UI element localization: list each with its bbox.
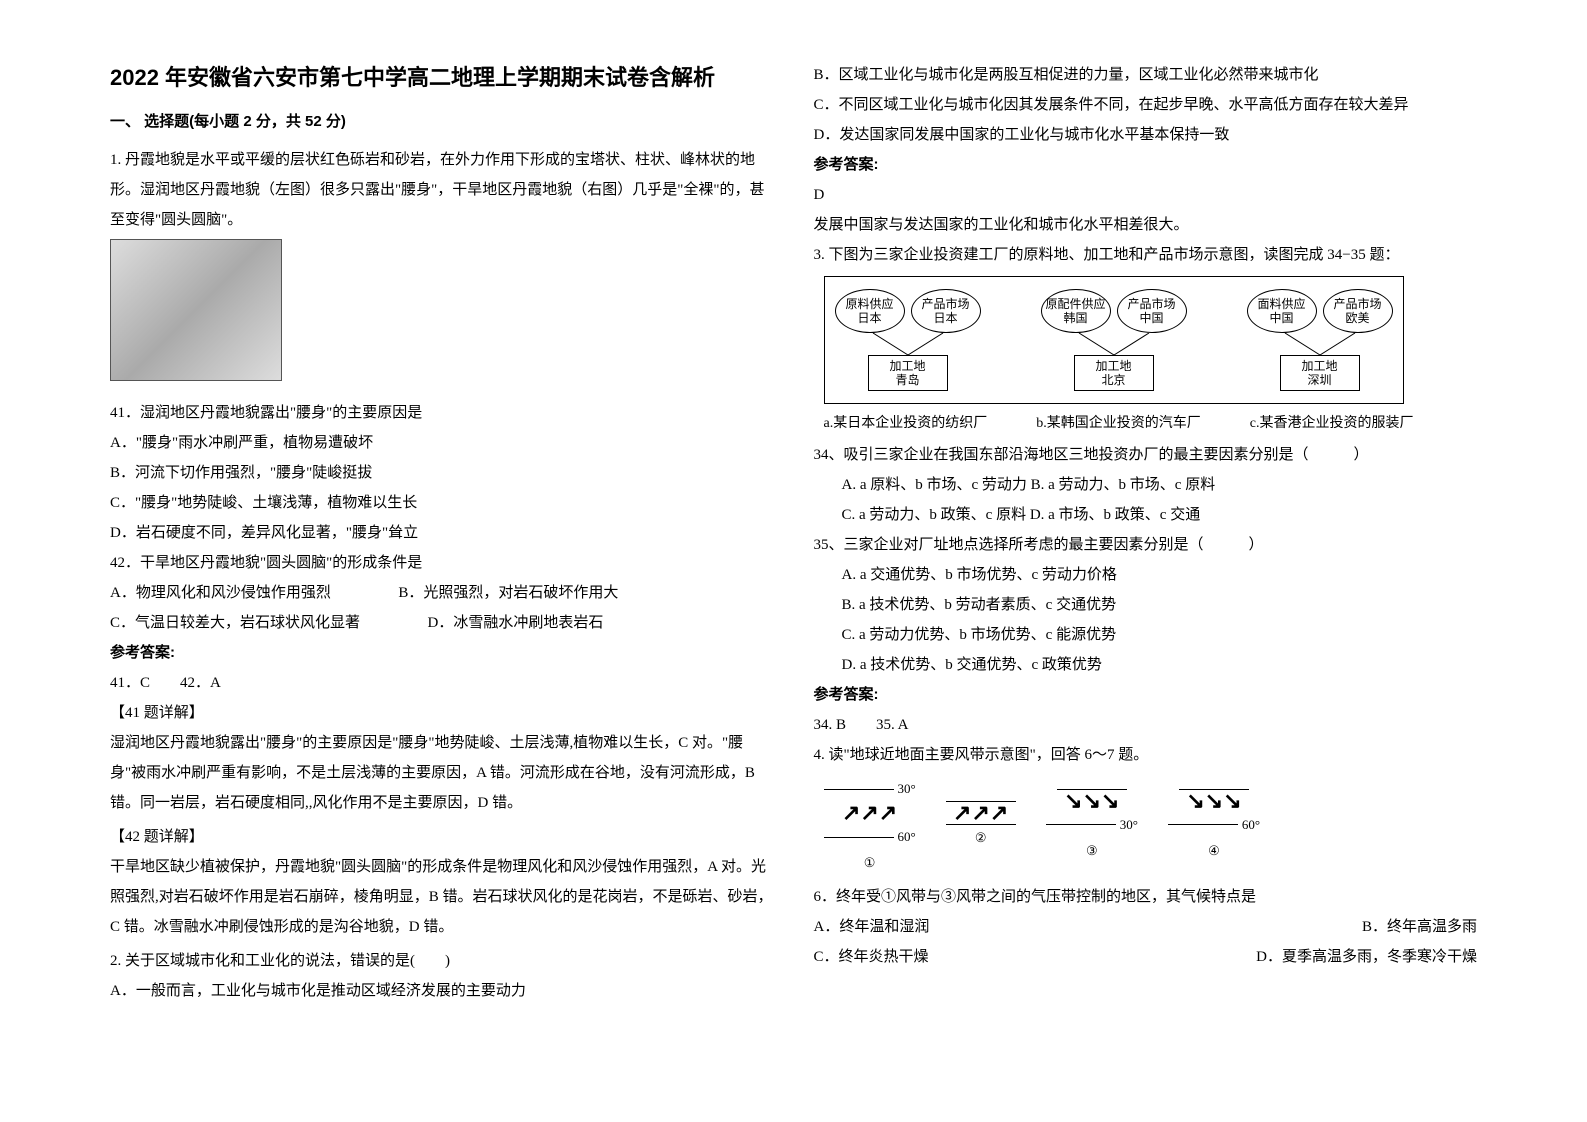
diagram-col-a: 原料供应日本 产品市场日本 加工地青岛 (835, 289, 981, 391)
q6-row2: C．终年炎热干燥 D．夏季高温多雨，冬季寒冷干燥 (814, 942, 1478, 972)
a-oval1: 原料供应日本 (835, 289, 905, 333)
q1-41-optB: B．河流下切作用强烈，"腰身"陡峻挺拔 (110, 458, 774, 488)
cap-c: c.某香港企业投资的服装厂 (1250, 410, 1414, 438)
q2-stem: 2. 关于区域城市化和工业化的说法，错误的是( ) (110, 946, 774, 976)
wind-cell-4: ↘↘↘ 60° ④ (1168, 789, 1260, 864)
q1-42-row2: C．气温日较差大，岩石球状风化显著 D．冰雪融水冲刷地表岩石 (110, 608, 774, 638)
connector-a (838, 333, 978, 355)
q1-image (110, 239, 774, 392)
exp42-head: 【42 题详解】 (110, 822, 774, 852)
q3-captions: a.某日本企业投资的纺织厂 b.某韩国企业投资的汽车厂 c.某香港企业投资的服装… (824, 410, 1414, 438)
q2-optB: B．区域工业化与城市化是两股互相促进的力量，区域工业化必然带来城市化 (814, 60, 1478, 90)
cap-b: b.某韩国企业投资的汽车厂 (1036, 410, 1201, 438)
exp42-text: 干旱地区缺少植被保护，丹霞地貌"圆头圆脑"的形成条件是物理风化和风沙侵蚀作用强烈… (110, 852, 774, 942)
exp41-head: 【41 题详解】 (110, 698, 774, 728)
q2-optC: C．不同区域工业化与城市化因其发展条件不同，在起步早晚、水平高低方面存在较大差异 (814, 90, 1478, 120)
b-oval1: 原配件供应韩国 (1041, 289, 1111, 333)
q1-answer-label: 参考答案: (110, 638, 774, 668)
q34-stem: 34、吸引三家企业在我国东部沿海地区三地投资办厂的最主要因素分别是（ ） (814, 440, 1478, 470)
q4-stem: 4. 读"地球近地面主要风带示意图"，回答 6～7 题。 (814, 740, 1478, 770)
danxia-humid-image (110, 239, 282, 381)
q2-optD: D．发达国家同发展中国家的工业化与城市化水平基本保持一致 (814, 120, 1478, 150)
right-column: B．区域工业化与城市化是两股互相促进的力量，区域工业化必然带来城市化 C．不同区… (794, 60, 1498, 1082)
q1-42-optC: C．气温日较差大，岩石球状风化显著 (110, 615, 360, 631)
q6-optB: B．终年高温多雨 (1362, 912, 1477, 942)
q3-diagram: 原料供应日本 产品市场日本 加工地青岛 原配件供应韩国 产品市场中国 加工地北京 (824, 276, 1404, 404)
q34-opts-1: A. a 原料、b 市场、c 劳动力 B. a 劳动力、b 市场、c 原料 (814, 470, 1478, 500)
q1-41-optD: D．岩石硬度不同，差异风化显著，"腰身"耸立 (110, 518, 774, 548)
wind-cell-1: 30° ↗↗↗ 60° ① (824, 776, 916, 876)
q6-optA: A．终年温和湿润 (814, 912, 930, 942)
q2-exp: 发展中国家与发达国家的工业化和城市化水平相差很大。 (814, 210, 1478, 240)
arrows-4: ↘↘↘ (1186, 790, 1241, 812)
q1-42-row1: A．物理风化和风沙侵蚀作用强烈 B．光照强烈，对岩石破坏作用大 (110, 578, 774, 608)
diagram-col-b: 原配件供应韩国 产品市场中国 加工地北京 (1041, 289, 1187, 391)
q34-opts-2: C. a 劳动力、b 政策、c 原料 D. a 市场、b 政策、c 交通 (814, 500, 1478, 530)
q35-optD: D. a 技术优势、b 交通优势、c 政策优势 (814, 650, 1478, 680)
q4-wind-diagram: 30° ↗↗↗ 60° ① ↗↗↗ ② ↘↘↘ 30° ③ ↘↘↘ 60° (824, 776, 1478, 876)
q1-41-optC: C．"腰身"地势陡峻、土壤浅薄，植物难以生长 (110, 488, 774, 518)
q3-answer: 34. B 35. A (814, 710, 1478, 740)
connector-b (1044, 333, 1184, 355)
q1-answer: 41．C 42．A (110, 668, 774, 698)
q1-42-optA: A．物理风化和风沙侵蚀作用强烈 (110, 585, 331, 601)
q3-answer-label: 参考答案: (814, 680, 1478, 710)
q35-optB: B. a 技术优势、b 劳动者素质、c 交通优势 (814, 590, 1478, 620)
q1-stem: 1. 丹霞地貌是水平或平缓的层状红色砾岩和砂岩，在外力作用下形成的宝塔状、柱状、… (110, 145, 774, 235)
section-1-heading: 一、 选择题(每小题 2 分，共 52 分) (110, 107, 774, 137)
q3-stem: 3. 下图为三家企业投资建工厂的原料地、加工地和产品市场示意图，读图完成 34−… (814, 240, 1478, 270)
q35-optA: A. a 交通优势、b 市场优势、c 劳动力价格 (814, 560, 1478, 590)
b-rect: 加工地北京 (1074, 355, 1154, 391)
diagram-col-c: 面料供应中国 产品市场欧美 加工地深圳 (1247, 289, 1393, 391)
q35-optC: C. a 劳动力优势、b 市场优势、c 能源优势 (814, 620, 1478, 650)
q6-optC: C．终年炎热干燥 (814, 942, 929, 972)
connector-c (1250, 333, 1390, 355)
a-oval2: 产品市场日本 (911, 289, 981, 333)
q1-42-optB: B．光照强烈，对岩石破坏作用大 (398, 585, 618, 601)
q1-42-optD: D．冰雪融水冲刷地表岩石 (428, 615, 604, 631)
exam-title: 2022 年安徽省六安市第七中学高二地理上学期期末试卷含解析 (110, 60, 774, 95)
q2-answer: D (814, 180, 1478, 210)
q1-41-optA: A．"腰身"雨水冲刷严重，植物易遭破坏 (110, 428, 774, 458)
arrows-2: ↗↗↗ (953, 802, 1008, 824)
c-rect: 加工地深圳 (1280, 355, 1360, 391)
q35-stem: 35、三家企业对厂址地点选择所考虑的最主要因素分别是（ ） (814, 530, 1478, 560)
q1-42-stem: 42．干旱地区丹霞地貌"圆头圆脑"的形成条件是 (110, 548, 774, 578)
a-rect: 加工地青岛 (868, 355, 948, 391)
left-column: 2022 年安徽省六安市第七中学高二地理上学期期末试卷含解析 一、 选择题(每小… (90, 60, 794, 1082)
q2-answer-label: 参考答案: (814, 150, 1478, 180)
q2-optA: A．一般而言，工业化与城市化是推动区域经济发展的主要动力 (110, 976, 774, 1006)
cap-a: a.某日本企业投资的纺织厂 (824, 410, 988, 438)
b-oval2: 产品市场中国 (1117, 289, 1187, 333)
wind-cell-3: ↘↘↘ 30° ③ (1046, 789, 1138, 864)
q6-stem: 6．终年受①风带与③风带之间的气压带控制的地区，其气候特点是 (814, 882, 1478, 912)
c-oval2: 产品市场欧美 (1323, 289, 1393, 333)
q6-row1: A．终年温和湿润 B．终年高温多雨 (814, 912, 1478, 942)
exp41-text: 湿润地区丹霞地貌露出"腰身"的主要原因是"腰身"地势陡峻、土层浅薄,植物难以生长… (110, 728, 774, 818)
arrows-1: ↗↗↗ (842, 802, 897, 824)
exam-page: 2022 年安徽省六安市第七中学高二地理上学期期末试卷含解析 一、 选择题(每小… (0, 0, 1587, 1122)
c-oval1: 面料供应中国 (1247, 289, 1317, 333)
wind-cell-2: ↗↗↗ ② (946, 801, 1016, 851)
q1-41-stem: 41．湿润地区丹霞地貌露出"腰身"的主要原因是 (110, 398, 774, 428)
q6-optD: D．夏季高温多雨，冬季寒冷干燥 (1256, 942, 1477, 972)
arrows-3: ↘↘↘ (1064, 790, 1119, 812)
